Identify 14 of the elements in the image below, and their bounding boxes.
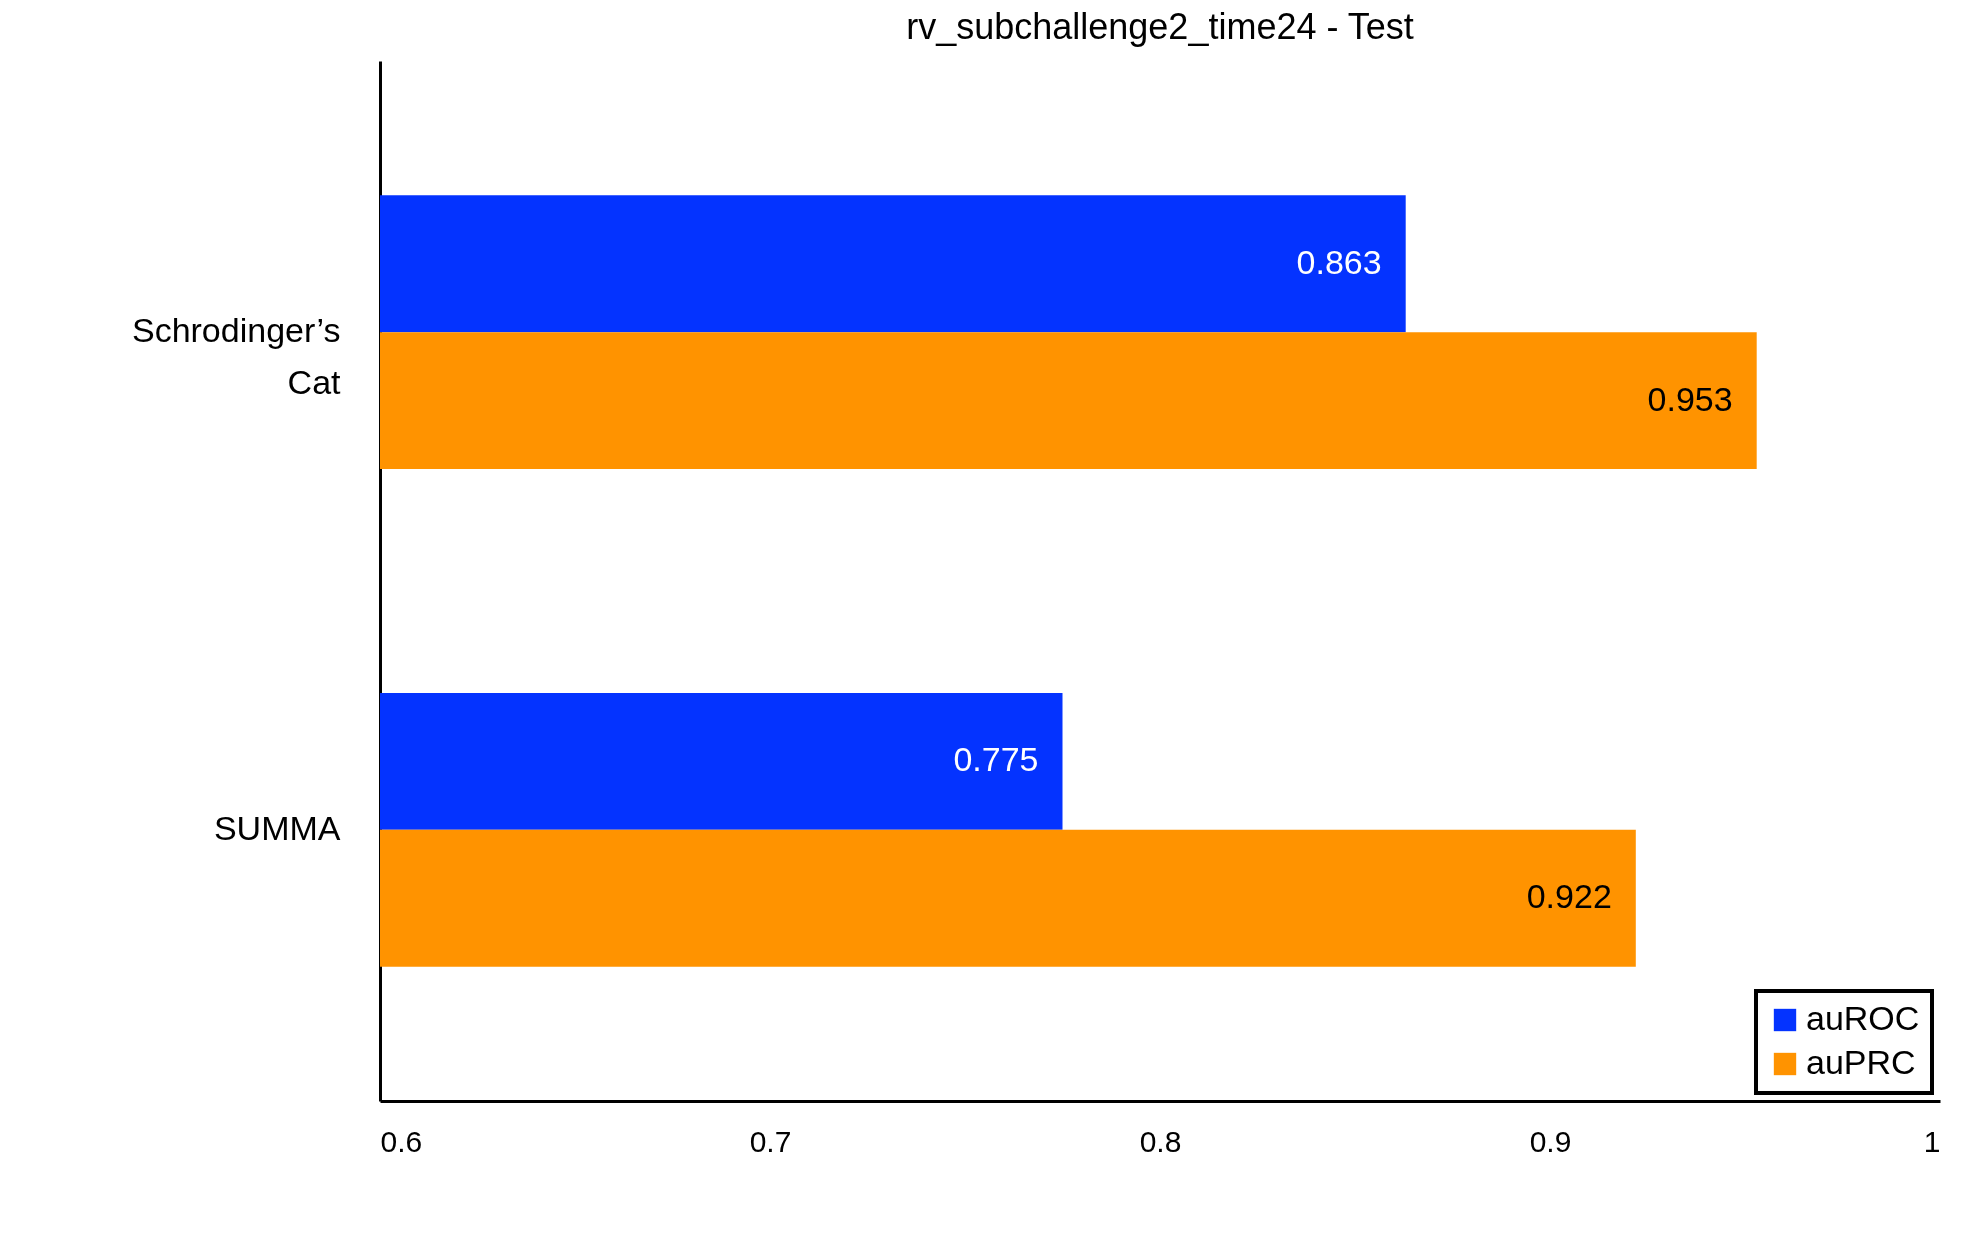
data-label: 0.863 xyxy=(1296,242,1382,281)
legend-label: auPRC xyxy=(1806,1043,1916,1081)
x-tick-label: 0.6 xyxy=(380,1124,423,1158)
y-tick-label: Schrodinger’s Cat xyxy=(131,311,342,402)
x-tick-label: 0.8 xyxy=(1139,1124,1182,1158)
data-label: 0.922 xyxy=(1526,877,1612,916)
chart-title: rv_subchallenge2_time24 - Test xyxy=(906,6,1414,47)
data-label: 0.775 xyxy=(953,740,1039,779)
x-tick-label: 0.9 xyxy=(1529,1124,1572,1158)
x-tick-label: 1 xyxy=(1923,1124,1941,1158)
data-label: 0.953 xyxy=(1647,379,1733,418)
y-tick-label: SUMMA xyxy=(213,808,341,847)
legend-label: auROC xyxy=(1806,999,1920,1037)
x-tick-label: 0.7 xyxy=(749,1124,792,1158)
